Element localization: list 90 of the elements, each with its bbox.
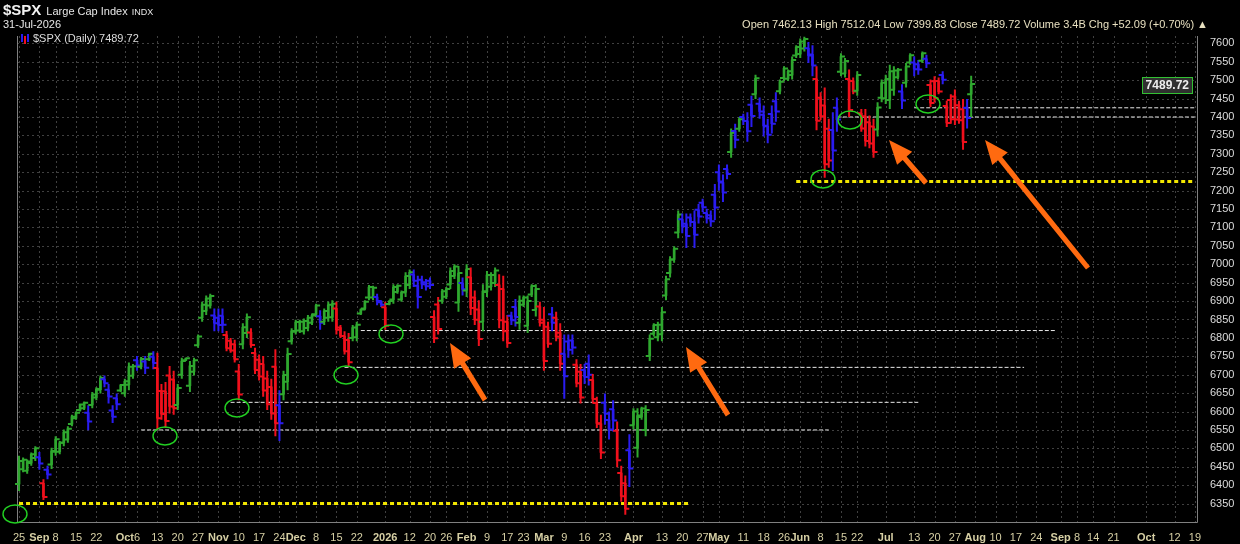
x-tick-label: 8 (313, 530, 320, 543)
x-tick-label: 13 (151, 530, 164, 543)
x-tick-label: May (708, 530, 731, 543)
x-tick-label: 18 (757, 530, 770, 543)
x-tick-label: 11 (737, 530, 750, 543)
y-tick-label: 7150 (1210, 202, 1235, 215)
x-tick-label: 10 (989, 530, 1002, 543)
y-tick-label: 6350 (1210, 496, 1235, 509)
x-tick-label: Dec (285, 530, 306, 543)
x-tick-label: 20 (928, 530, 941, 543)
x-tick-label: 10 (232, 530, 245, 543)
x-tick-label: 23 (517, 530, 530, 543)
y-tick-label: 7100 (1210, 220, 1235, 233)
x-tick-label: 27 (948, 530, 962, 543)
y-tick-label: 6450 (1210, 459, 1235, 472)
x-tick-label: 16 (578, 530, 591, 543)
x-tick-label: 13 (655, 530, 669, 543)
x-tick-label: 20 (676, 530, 689, 543)
y-tick-label: 6400 (1210, 478, 1235, 491)
x-tick-label: 27 (191, 530, 205, 543)
y-tick-label: 6500 (1210, 441, 1235, 454)
y-tick-label: 7450 (1210, 91, 1235, 104)
chart-subtitle: Large Cap Index (46, 5, 128, 17)
x-tick-label: 20 (171, 530, 184, 543)
y-tick-label: 7300 (1210, 146, 1235, 159)
y-tick-label: 6650 (1210, 386, 1235, 399)
x-tick-label: 23 (598, 530, 612, 543)
x-tick-label: Nov (208, 530, 230, 543)
chart-title: $SPX (3, 1, 42, 18)
x-tick-label: 15 (834, 530, 848, 543)
x-tick-label: 15 (69, 530, 83, 543)
x-tick-label: 9 (483, 530, 491, 543)
x-tick-label: 14 (1087, 530, 1100, 543)
y-tick-label: 6800 (1210, 330, 1235, 343)
x-tick-label: 21 (1107, 530, 1120, 543)
annotation: 7489.72 (1141, 77, 1193, 95)
x-tick-label: 15 (330, 530, 343, 543)
y-tick-label: 7400 (1210, 110, 1235, 123)
x-tick-label: 19 (1188, 530, 1202, 543)
x-tick-label: 17 (501, 530, 514, 543)
x-tick-label: 26 (777, 530, 791, 543)
legend-label: $SPX (Daily) 7489.72 (33, 32, 139, 45)
x-tick-label: 12 (403, 530, 416, 543)
x-tick-label: Feb (456, 530, 477, 543)
y-tick-label: 6750 (1210, 349, 1235, 362)
x-tick-label: 8 (817, 530, 824, 543)
x-tick-label: Jun (790, 530, 811, 543)
x-tick-label: Oct (1136, 530, 1156, 543)
y-tick-label: 7050 (1210, 238, 1235, 251)
y-tick-label: 7250 (1210, 165, 1235, 178)
y-tick-label: 6850 (1210, 312, 1235, 325)
x-tick-label: 13 (908, 530, 921, 543)
x-tick-label: Aug (964, 530, 986, 543)
y-tick-label: 6550 (1210, 422, 1235, 435)
x-tick-label: 27 (696, 530, 709, 543)
text: INDX (131, 7, 154, 17)
y-tick-label: 6900 (1210, 294, 1235, 307)
y-tick-label: 6950 (1210, 275, 1235, 288)
y-tick-label: 7200 (1210, 183, 1235, 196)
x-tick-label: 22 (851, 530, 864, 543)
x-tick-label: Apr (623, 530, 644, 543)
x-tick-label: 22 (90, 530, 103, 543)
x-tick-label: 2026 (373, 530, 398, 543)
x-tick-label: 6 (133, 530, 141, 543)
y-tick-label: 7550 (1210, 54, 1235, 67)
x-tick-label: 9 (561, 530, 568, 543)
y-tick-label: 7500 (1210, 73, 1235, 86)
x-tick-label: 17 (252, 530, 266, 543)
x-tick-label: 20 (423, 530, 437, 543)
x-tick-label: 24 (273, 530, 286, 543)
x-tick-label: 12 (1168, 530, 1181, 543)
x-tick-label: Sep (1050, 530, 1072, 543)
y-tick-label: 7350 (1210, 128, 1235, 141)
x-tick-label: Sep (29, 530, 50, 543)
x-tick-label: 8 (1073, 530, 1081, 543)
x-tick-label: Mar (534, 530, 555, 543)
x-tick-label: 22 (350, 530, 363, 543)
x-tick-label: 17 (1009, 530, 1023, 543)
x-tick-label: 25 (12, 530, 26, 543)
x-tick-label: 24 (1030, 530, 1043, 543)
y-tick-label: 7600 (1210, 36, 1235, 49)
x-tick-label: 8 (52, 530, 59, 543)
text: Open 7462.13 High 7512.04 Low 7399.83 Close 7489.72 Volume 3.4B Chg +52.09 (+0.70%) ▲ (742, 18, 1208, 31)
y-tick-label: 6600 (1210, 404, 1235, 417)
text: 31-Jul-2026 (3, 18, 62, 31)
y-tick-label: 6700 (1210, 367, 1235, 380)
x-tick-label: Jul (877, 530, 894, 543)
y-tick-label: 7000 (1210, 257, 1235, 270)
x-tick-label: 26 (440, 530, 453, 543)
x-tick-label: Oct (115, 530, 135, 543)
